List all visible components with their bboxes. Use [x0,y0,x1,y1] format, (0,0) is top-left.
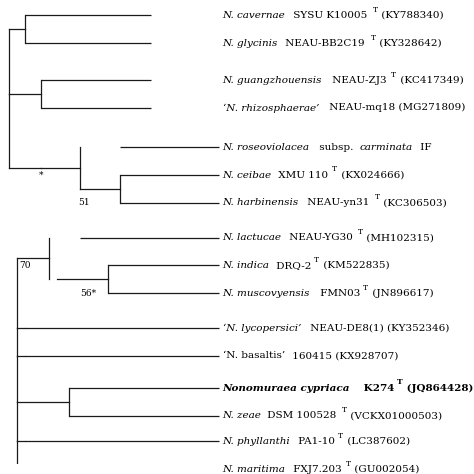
Text: NEAU-mq18 (MG271809): NEAU-mq18 (MG271809) [326,103,465,112]
Text: 70: 70 [19,261,31,270]
Text: N. roseoviolacea: N. roseoviolacea [222,143,310,152]
Text: N. glycinis: N. glycinis [222,38,278,47]
Text: T: T [363,283,368,292]
Text: NEAU-YG30: NEAU-YG30 [286,233,353,242]
Text: T: T [371,34,376,42]
Text: NEAU-yn31: NEAU-yn31 [304,198,370,207]
Text: T: T [314,256,319,264]
Text: SYSU K10005: SYSU K10005 [290,11,367,20]
Text: DRQ-2: DRQ-2 [273,261,311,270]
Text: *: * [39,171,44,180]
Text: (GU002054): (GU002054) [351,465,419,474]
Text: T: T [332,165,337,173]
Text: T: T [346,459,351,467]
Text: (KX024666): (KX024666) [338,171,404,180]
Text: XMU 110: XMU 110 [275,171,328,180]
Text: (KC306503): (KC306503) [380,198,447,207]
Text: 51: 51 [78,198,90,207]
Text: subsp.: subsp. [316,143,356,152]
Text: (VCKX01000503): (VCKX01000503) [347,411,443,420]
Text: T: T [338,432,344,440]
Text: (KY788340): (KY788340) [379,11,444,20]
Text: T: T [358,228,363,236]
Text: N. indica: N. indica [222,261,269,270]
Text: (LC387602): (LC387602) [344,437,410,446]
Text: (KM522835): (KM522835) [319,261,389,270]
Text: Nonomuraea cypriaca: Nonomuraea cypriaca [222,383,350,392]
Text: ‘N. lycopersici’: ‘N. lycopersici’ [222,323,301,333]
Text: (KY328642): (KY328642) [376,38,442,47]
Text: T: T [397,379,402,386]
Text: N. harbinensis: N. harbinensis [222,198,299,207]
Text: IF: IF [417,143,431,152]
Text: K274: K274 [360,383,394,392]
Text: (KC417349): (KC417349) [397,76,464,85]
Text: N. zeae: N. zeae [222,411,261,420]
Text: DSM 100528: DSM 100528 [264,411,337,420]
Text: N. ceibae: N. ceibae [222,171,272,180]
Text: FXJ7.203: FXJ7.203 [290,465,342,474]
Text: ‘N. basaltis’: ‘N. basaltis’ [222,351,285,360]
Text: carminata: carminata [360,143,413,152]
Text: N. cavernae: N. cavernae [222,11,285,20]
Text: 160415 (KX928707): 160415 (KX928707) [290,351,399,360]
Text: T: T [342,406,347,414]
Text: NEAU-ZJ3: NEAU-ZJ3 [329,76,387,85]
Text: ‘N. rhizosphaerae’: ‘N. rhizosphaerae’ [222,103,319,112]
Text: FMN03: FMN03 [317,289,360,298]
Text: T: T [392,71,397,79]
Text: N. phyllanthi: N. phyllanthi [222,437,290,446]
Text: NEAU-DE8(1) (KY352346): NEAU-DE8(1) (KY352346) [307,323,449,332]
Text: 56*: 56* [81,289,97,298]
Text: (MH102315): (MH102315) [363,233,434,242]
Text: NEAU-BB2C19: NEAU-BB2C19 [282,38,365,47]
Text: (JN896617): (JN896617) [369,289,433,298]
Text: N. muscovyensis: N. muscovyensis [222,289,310,298]
Text: N. guangzhouensis: N. guangzhouensis [222,76,322,85]
Text: T: T [375,193,380,201]
Text: T: T [373,6,378,14]
Text: PA1-10: PA1-10 [295,437,335,446]
Text: N. lactucae: N. lactucae [222,233,282,242]
Text: N. maritima: N. maritima [222,465,285,474]
Text: (JQ864428): (JQ864428) [403,383,473,392]
